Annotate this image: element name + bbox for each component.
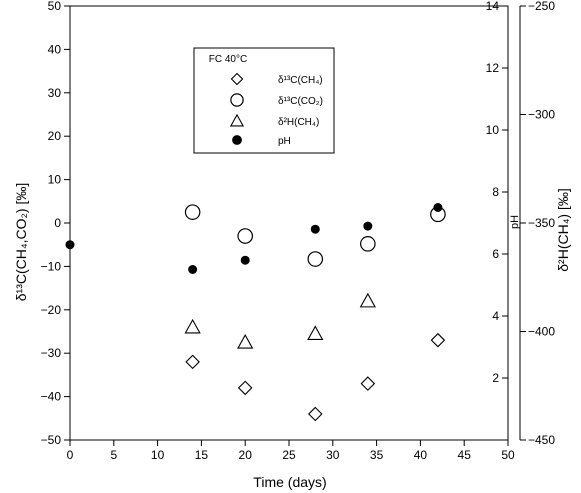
ch4-d2h-point: [184, 318, 201, 334]
ch4-d13c-point: [237, 380, 253, 396]
left-tick-label: 30: [48, 86, 62, 100]
legend-entry-label: pH: [278, 136, 291, 147]
legend-ch4-d2h-point-marker: [229, 113, 245, 127]
ph-tick-label: 4: [492, 309, 499, 323]
x-tick-label: 20: [239, 448, 253, 462]
ph-tick-label: 14: [486, 0, 500, 13]
ch4-d2h-point: [237, 334, 254, 349]
d2h-tick-label: −450: [528, 433, 555, 447]
ph-point: [310, 224, 320, 234]
x-tick-label: 15: [195, 448, 209, 462]
ph-point: [240, 255, 250, 265]
ch4-d2h-point: [359, 292, 376, 308]
ph-point: [65, 240, 75, 250]
ph-tick-label: 10: [486, 123, 500, 137]
ch4-d13c-point: [360, 376, 376, 391]
legend-ph-point-marker: [232, 135, 242, 145]
ph-tick-label: 8: [492, 185, 499, 199]
x-axis-title: Time (days): [253, 474, 326, 490]
x-tick-label: 40: [414, 448, 428, 462]
legend-ch4-d13c-point-marker: [230, 72, 244, 86]
ch4-d2h-point: [307, 325, 324, 340]
x-tick-label: 30: [326, 448, 340, 462]
x-tick-label: 45: [458, 448, 472, 462]
legend-co2-d13c-point-marker: [230, 93, 244, 107]
left-tick-label: 40: [48, 42, 62, 56]
ch4-d13c-point: [185, 354, 200, 370]
x-tick-label: 50: [501, 448, 515, 462]
x-tick-label: 10: [151, 448, 165, 462]
left-tick-label: −40: [41, 390, 62, 404]
left-tick-label: −10: [41, 259, 62, 273]
left-tick-label: 20: [48, 129, 62, 143]
ph-axis-title: pH: [509, 215, 521, 229]
x-tick-label: 25: [282, 448, 296, 462]
ph-point: [433, 203, 443, 212]
d2h-tick-label: −250: [528, 0, 555, 13]
ph-tick-label: 2: [492, 371, 499, 385]
d2h-tick-label: −300: [528, 108, 555, 122]
d2h-tick-label: −400: [528, 325, 555, 339]
x-tick-label: 35: [370, 448, 384, 462]
left-tick-label: 0: [54, 216, 61, 230]
legend-title: FC 40°C: [209, 54, 247, 65]
co2-d13c-point: [184, 204, 201, 220]
left-tick-label: 50: [48, 0, 62, 13]
ph-point: [363, 221, 373, 231]
left-tick-label: −50: [41, 433, 62, 447]
legend-entry-label: δ¹³C(CO₂): [278, 96, 323, 107]
legend: FC 40°C δ¹³C(CH₄) δ¹³C(CO₂) δ²H(CH₄) pH: [193, 47, 335, 154]
ch4-d13c-point: [308, 406, 323, 422]
legend-entry-label: δ²H(CH₄): [278, 117, 319, 128]
ph-tick-label: 6: [492, 247, 499, 261]
legend-entry-label: δ¹³C(CH₄): [278, 75, 323, 86]
co2-d13c-point: [360, 236, 376, 252]
co2-d13c-point: [307, 251, 324, 267]
left-tick-label: −30: [41, 346, 62, 360]
left-tick-label: 10: [48, 173, 62, 187]
x-tick-label: 5: [110, 448, 117, 462]
x-tick-label: 0: [67, 448, 74, 462]
d2h-tick-label: −350: [528, 216, 555, 230]
legend-box: [193, 47, 335, 154]
co2-d13c-point: [237, 228, 253, 244]
ph-point: [188, 265, 198, 274]
left-tick-label: −20: [41, 303, 62, 317]
ph-tick-label: 12: [486, 61, 500, 75]
left-axis-title: δ¹³C(CH₄,CO₂) [‰]: [13, 183, 29, 301]
ch4-d13c-point: [430, 332, 446, 348]
d2h-axis-title: δ²H(CH₄) [‰]: [555, 188, 571, 272]
